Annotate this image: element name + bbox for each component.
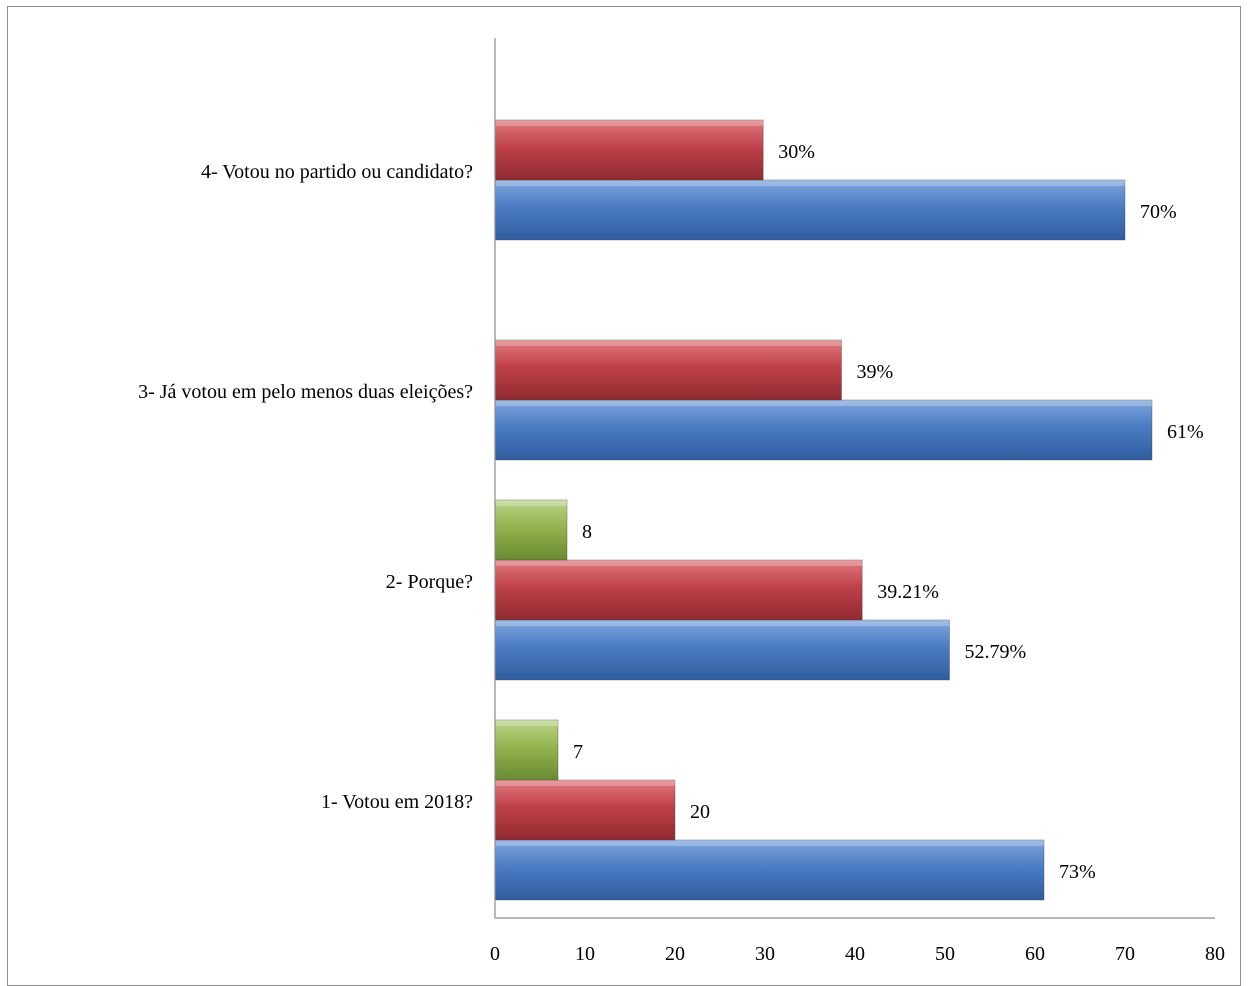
data-label: 52.79% — [965, 641, 1027, 663]
bar-highlight — [495, 340, 842, 346]
bar-series2-cat2 — [494, 559, 863, 621]
x-tick-label: 30 — [755, 943, 775, 965]
category-label: 1- Votou em 2018? — [321, 791, 473, 813]
bar-series1-cat3 — [494, 399, 1153, 461]
data-label: 73% — [1059, 861, 1096, 883]
x-tick-label: 40 — [845, 943, 865, 965]
bar-highlight — [495, 400, 1152, 406]
bar-series3-cat1 — [494, 719, 559, 781]
bar-series2-cat3 — [494, 339, 842, 401]
data-label: 39.21% — [877, 581, 939, 603]
data-label: 20 — [690, 801, 710, 823]
bar-highlight — [495, 620, 950, 626]
category-label: 3- Já votou em pelo menos duas eleições? — [138, 381, 473, 403]
bar-highlight — [495, 120, 764, 126]
bar-series3-cat2 — [494, 499, 568, 561]
bar-series2-cat1 — [494, 779, 676, 841]
x-tick-label: 10 — [575, 943, 595, 965]
x-tick-label: 0 — [490, 943, 500, 965]
data-label: 70% — [1140, 201, 1177, 223]
x-tick-label: 50 — [935, 943, 955, 965]
x-tick-label: 70 — [1115, 943, 1135, 965]
x-tick-label: 20 — [665, 943, 685, 965]
category-label: 2- Porque? — [386, 571, 473, 593]
bar-highlight — [495, 560, 863, 566]
bar-highlight — [495, 180, 1125, 186]
data-label: 61% — [1167, 421, 1204, 443]
x-tick-label: 80 — [1205, 943, 1225, 965]
bar-series2-cat4 — [494, 119, 764, 181]
data-label: 30% — [778, 141, 815, 163]
bar-highlight — [495, 500, 567, 506]
category-label: 4- Votou no partido ou candidato? — [201, 161, 473, 183]
bar-highlight — [495, 780, 675, 786]
data-label: 39% — [857, 361, 894, 383]
bar-highlight — [495, 720, 558, 726]
bar-series1-cat4 — [494, 179, 1126, 241]
x-tick-label: 60 — [1025, 943, 1045, 965]
data-label: 8 — [582, 521, 592, 543]
bar-series1-cat2 — [494, 619, 950, 681]
bar-highlight — [495, 840, 1044, 846]
bar-series1-cat1 — [494, 839, 1045, 901]
data-label: 7 — [573, 741, 583, 763]
